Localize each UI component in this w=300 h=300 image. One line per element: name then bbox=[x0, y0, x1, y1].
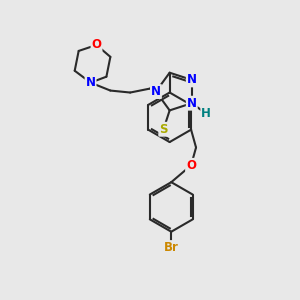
Text: O: O bbox=[92, 38, 101, 52]
Text: N: N bbox=[187, 74, 197, 86]
Text: O: O bbox=[186, 159, 196, 172]
Text: N: N bbox=[85, 76, 96, 89]
Text: Br: Br bbox=[164, 241, 179, 254]
Text: H: H bbox=[201, 107, 211, 120]
Text: N: N bbox=[151, 85, 161, 98]
Text: S: S bbox=[159, 123, 168, 136]
Text: N: N bbox=[187, 97, 197, 110]
